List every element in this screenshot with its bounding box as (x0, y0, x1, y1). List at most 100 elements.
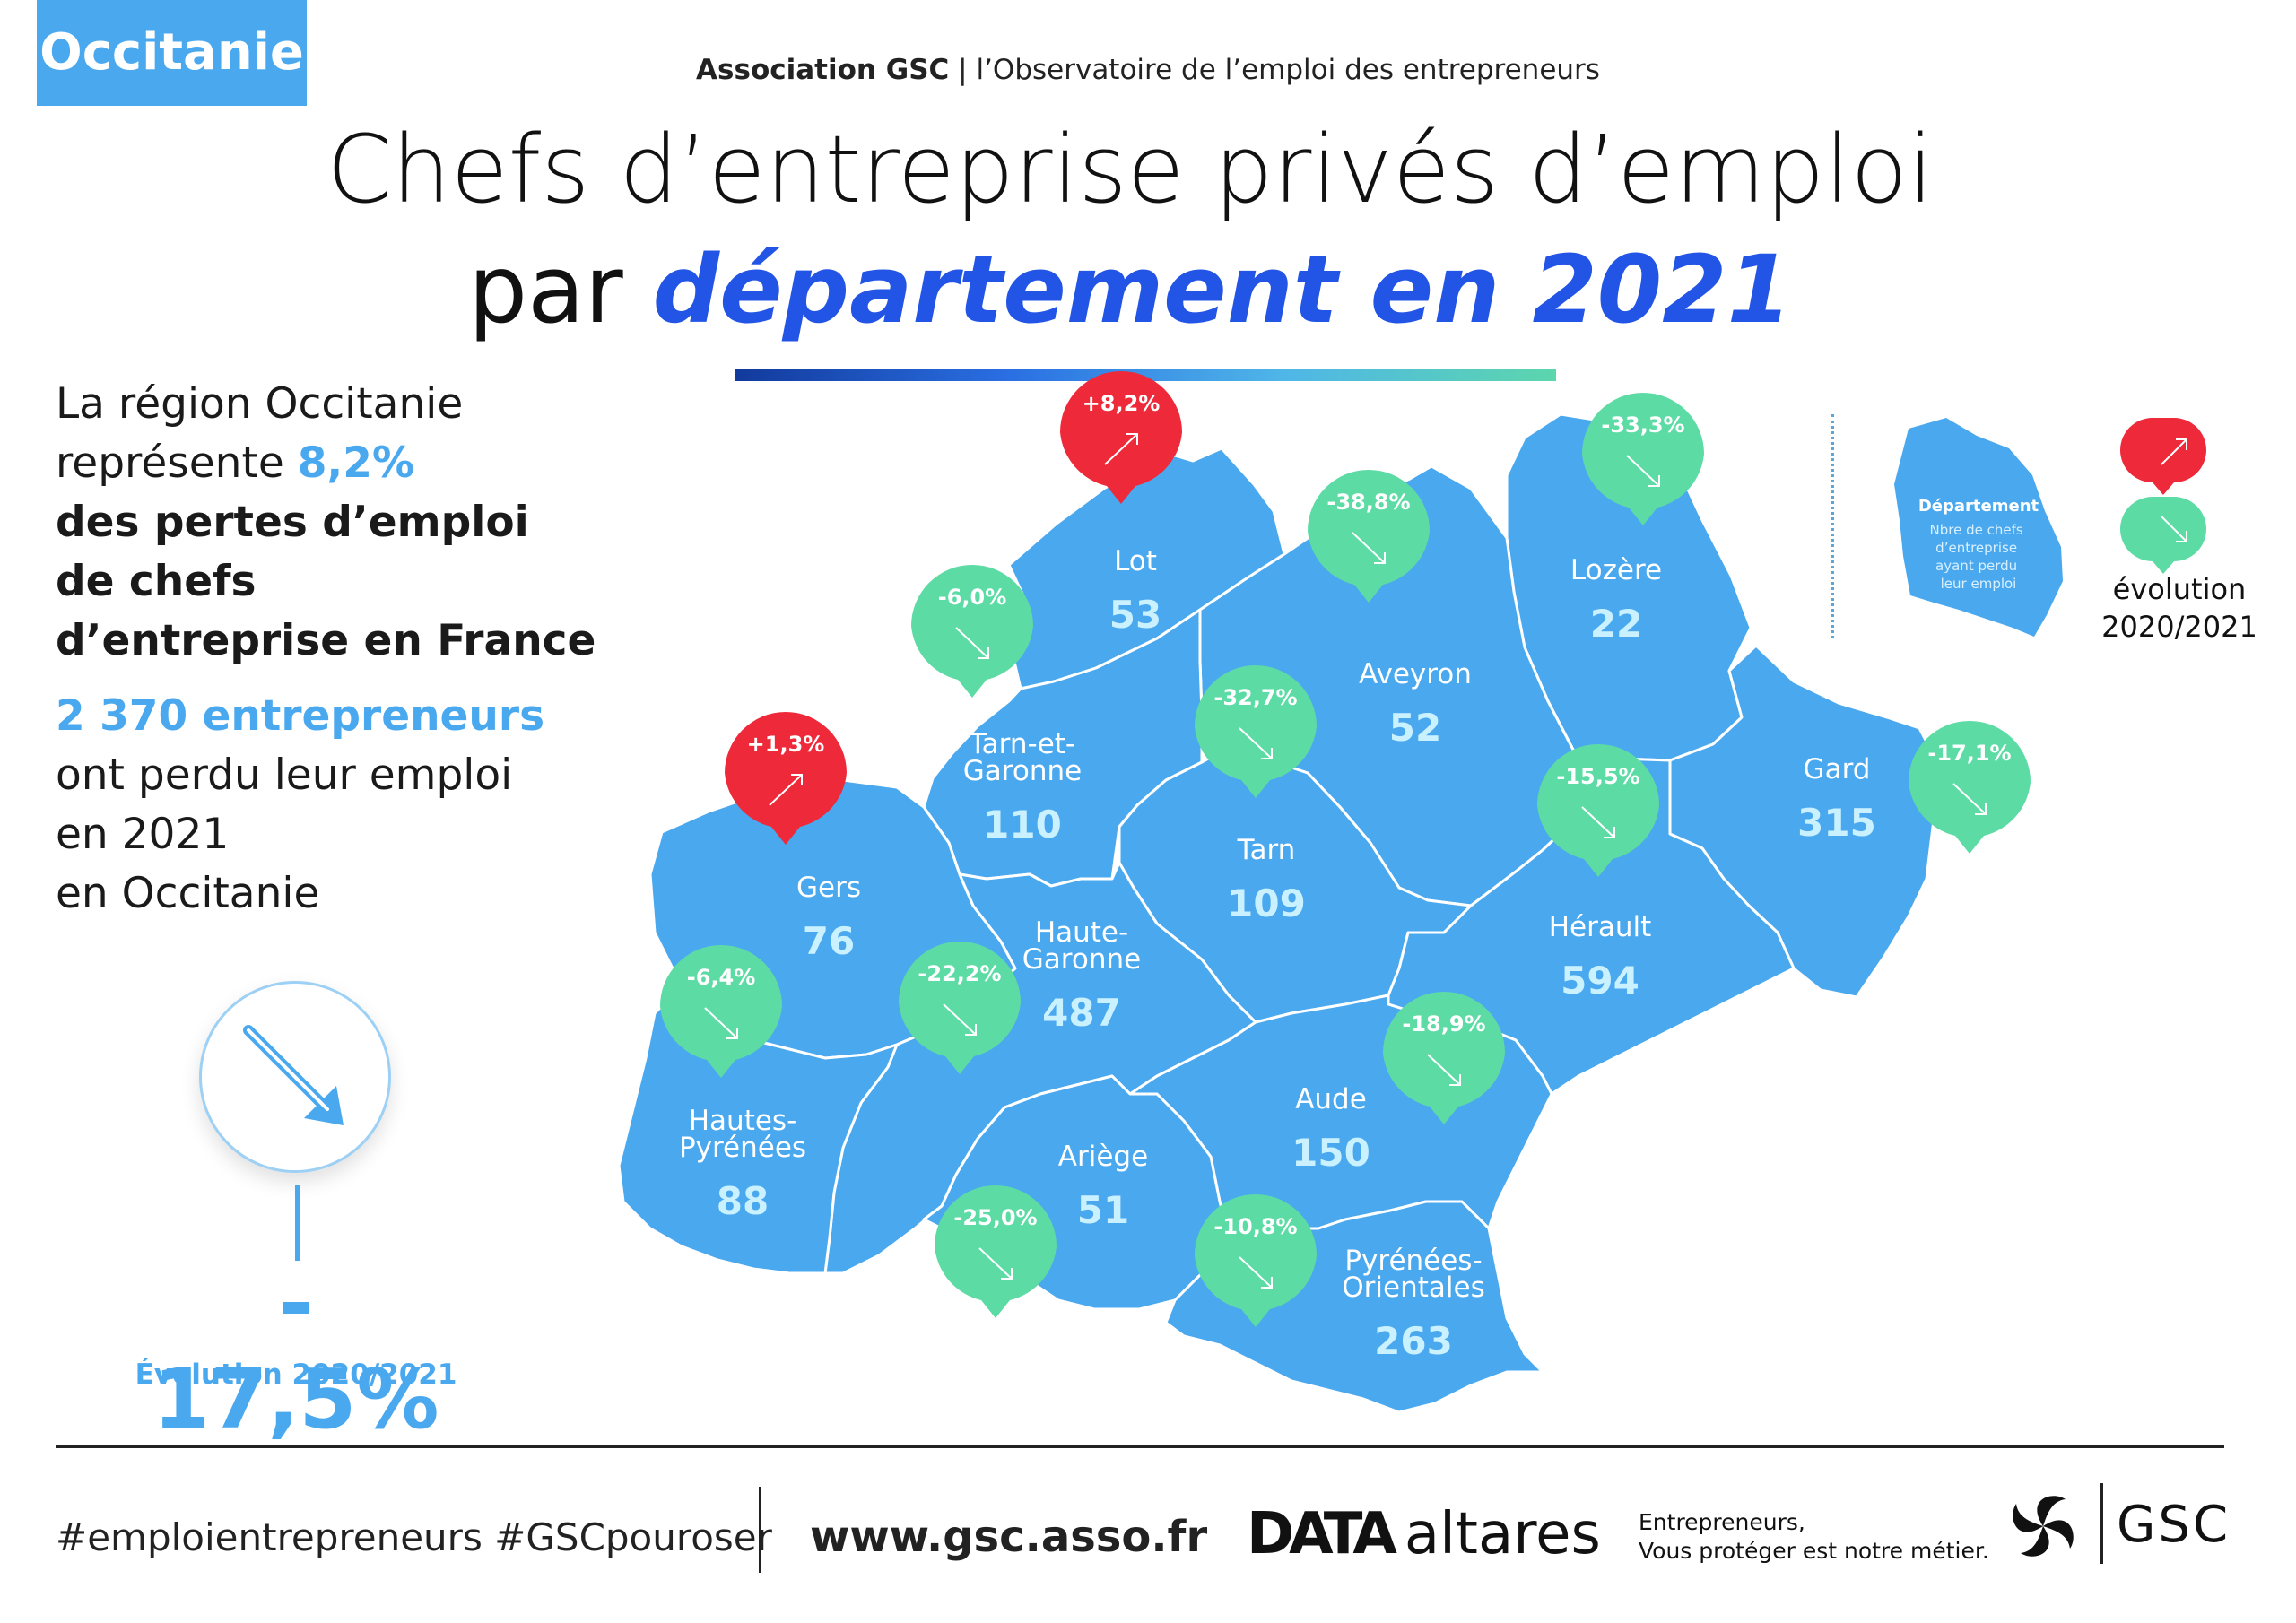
title-underline-gradient (735, 369, 1556, 381)
summary-percent: 8,2% (297, 438, 415, 488)
footer-tagline: Entrepreneurs, Vous protéger est notre m… (1639, 1508, 1989, 1566)
dept-evolution-value-gard: -17,1% (1927, 741, 2011, 766)
association-subtitle: | l’Observatoire de l’emploi des entrepr… (958, 54, 1600, 86)
dept-evolution-bubble (1308, 470, 1430, 603)
summary-line2: représente 8,2% (56, 434, 414, 493)
arrow-down-right-icon (943, 1003, 977, 1036)
dept-value-tarn-et-garonne: 110 (983, 803, 1062, 846)
dept-evolution-value-tarn: -32,7% (1213, 685, 1297, 710)
summary-line1: La région Occitanie (56, 379, 464, 429)
summary-line3: des pertes d’emploi (56, 498, 529, 547)
dept-name-gers: Gers (796, 872, 861, 904)
website-link[interactable]: www.gsc.asso.fr (810, 1512, 1208, 1562)
dept-evolution-bubble (725, 712, 847, 845)
legend-evolution-years: 2020/2021 (2101, 610, 2257, 644)
legend-minimap-shape (1894, 418, 2063, 637)
dept-evolution-pin-haute-garonne: -22,2% (899, 942, 1021, 1074)
legend-up-pin (2120, 418, 2206, 495)
arrow-down-right-icon (1427, 1054, 1461, 1086)
summary-count: 2 370 entrepreneurs (56, 691, 545, 741)
summary-line9: en Occitanie (56, 869, 320, 918)
dept-evolution-pin-aude: -18,9% (1383, 992, 1505, 1124)
altares-logo: DATA altares (1247, 1501, 1601, 1567)
dept-evolution-pin-gers: +1,3% (725, 712, 847, 845)
dept-evolution-value-haute-garonne: -22,2% (918, 961, 1001, 986)
tagline-line2: Vous protéger est notre métier. (1639, 1538, 1989, 1564)
gsc-brand: GSC (2117, 1496, 2231, 1554)
footer-rule (56, 1445, 2224, 1448)
dept-evolution-pin-herault: -15,5% (1537, 744, 1659, 877)
arrow-down-right-icon (955, 627, 989, 659)
overall-evolution-label: Évolution 2020/2021 (135, 1358, 457, 1391)
summary-line8: en 2021 (56, 810, 230, 859)
dept-value-pyrenees-orientales: 263 (1374, 1319, 1453, 1363)
footer-separator (759, 1487, 761, 1573)
dept-evolution-value-pyrenees-orientales: -10,8% (1213, 1214, 1297, 1239)
dept-name-herault: Hérault (1549, 911, 1652, 943)
dept-evolution-bubble (1582, 393, 1704, 525)
dept-evolution-value-aveyron: -38,8% (1326, 490, 1410, 515)
dept-evolution-bubble (1060, 371, 1182, 504)
altares-logo-prefix: DATA (1247, 1501, 1397, 1567)
arrow-down-right-icon (1239, 1256, 1273, 1289)
dept-name-lot: Lot (1114, 545, 1157, 577)
dept-evolution-pin-lot: +8,2% (1060, 371, 1182, 504)
summary-line4: de chefs (56, 557, 257, 606)
region-tag: Occitanie (37, 0, 307, 106)
arrow-down-right-icon (1239, 727, 1273, 759)
legend-down-pin (2120, 497, 2206, 574)
dept-name-haute-garonne: Haute-Garonne (1022, 916, 1141, 976)
evolution-connector (295, 1185, 300, 1261)
dept-evolution-bubble (1195, 665, 1317, 798)
dept-value-lot: 53 (1109, 593, 1161, 637)
association-line: Association GSC | l’Observatoire de l’em… (0, 54, 2296, 86)
arrow-up-right-icon (769, 774, 803, 806)
footer-brand-separator (2100, 1483, 2103, 1564)
dept-evolution-pin-gard: -17,1% (1909, 721, 2031, 854)
overall-evolution-circle (199, 981, 391, 1173)
dept-name-pyrenees-orientales: Pyrénées-Orientales (1342, 1245, 1484, 1304)
page-title-line2: par département en 2021 (0, 235, 2260, 344)
dept-name-aveyron: Aveyron (1359, 658, 1472, 690)
legend-divider (1831, 414, 1834, 638)
dept-evolution-value-ariege: -25,0% (953, 1205, 1037, 1230)
arrow-down-right-icon (1952, 783, 1987, 815)
dept-name-hautes-pyrenees: Hautes-Pyrénées (679, 1105, 806, 1164)
dept-value-hautes-pyrenees: 88 (717, 1179, 769, 1223)
legend-minimap-text: Nbre de chefs d’entreprise ayant perdu l… (1930, 522, 2028, 592)
dept-evolution-value-herault: -15,5% (1556, 764, 1639, 789)
dept-value-herault: 594 (1561, 959, 1639, 1002)
dept-value-tarn: 109 (1227, 881, 1306, 925)
dept-value-ariege: 51 (1077, 1188, 1129, 1232)
dept-value-aude: 150 (1292, 1131, 1370, 1175)
dept-evolution-bubble (899, 942, 1021, 1074)
dept-evolution-pin-ariege: -25,0% (935, 1185, 1057, 1318)
gsc-swirl-logo-icon (2013, 1496, 2074, 1557)
dept-evolution-value-lot: +8,2% (1083, 391, 1161, 416)
dept-name-aude: Aude (1295, 1083, 1367, 1115)
page-title-line1: Chefs d’entreprise privés d’emploi (326, 115, 1934, 224)
title-highlight: département en 2021 (652, 235, 1792, 344)
title-plain: par (468, 235, 653, 344)
dept-evolution-bubble (1383, 992, 1505, 1124)
summary-line7: ont perdu leur emploi (56, 751, 513, 800)
legend-minimap-title: Département (1918, 497, 2039, 516)
dept-evolution-pin-tarn-et-garonne: -6,0% (911, 565, 1033, 698)
dept-evolution-pin-tarn: -32,7% (1195, 665, 1317, 798)
dept-name-gard: Gard (1804, 753, 1871, 785)
dept-value-gard: 315 (1797, 801, 1876, 845)
dept-evolution-value-lozere: -33,3% (1601, 412, 1684, 438)
dept-evolution-value-tarn-et-garonne: -6,0% (938, 585, 1007, 610)
arrow-down-right-icon (1626, 455, 1660, 487)
dept-evolution-bubble (1537, 744, 1659, 877)
dept-evolution-value-hautes-pyrenees: -6,4% (687, 965, 756, 990)
dept-evolution-bubble (1195, 1194, 1317, 1327)
arrow-down-right-icon (1581, 806, 1615, 838)
dept-name-lozere: Lozère (1570, 554, 1662, 586)
dept-evolution-value-aude: -18,9% (1402, 1011, 1485, 1037)
arrow-down-right-icon (1352, 532, 1386, 564)
summary-line2-prefix: représente (56, 438, 298, 488)
summary-line5: d’entreprise en France (56, 616, 596, 665)
dept-evolution-bubble (935, 1185, 1057, 1318)
